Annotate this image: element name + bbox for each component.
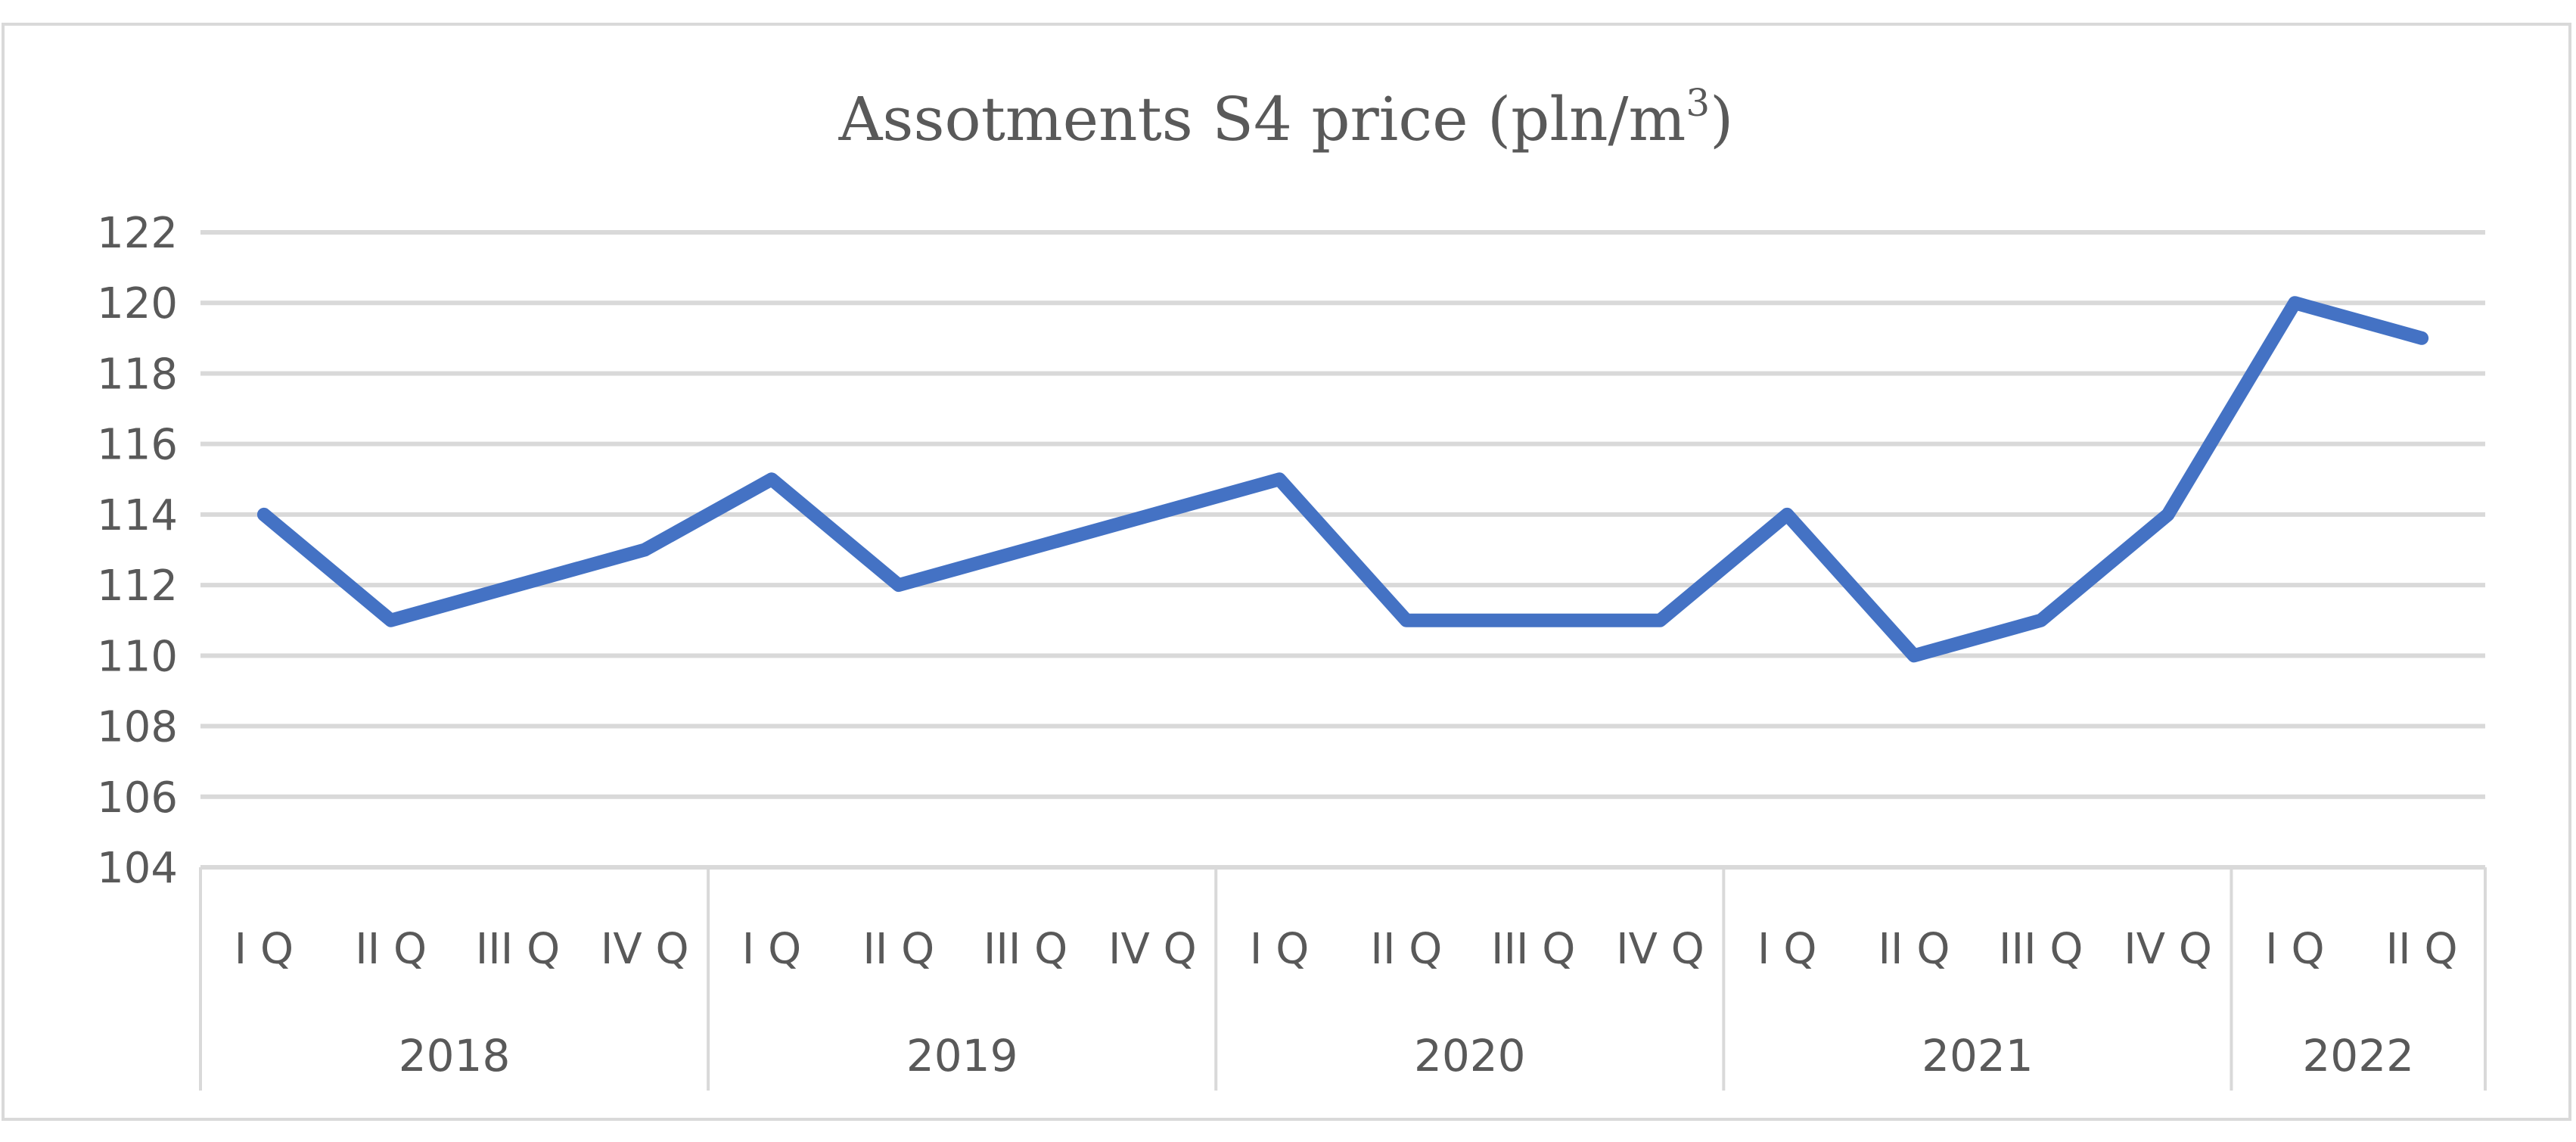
y-tick-label-114: 114 [97, 491, 178, 540]
chart-frame [2, 23, 2571, 1121]
y-tick-label-110: 110 [97, 632, 178, 681]
x-tick-label: I Q [742, 925, 801, 974]
x-tick-label: III Q [1491, 925, 1575, 974]
chart-title: Assotments S4 price (pln/m3) [838, 81, 1734, 154]
series-layer [256, 296, 2429, 663]
y-axis-ticks: 104 106 108 110 112 114 116 118 120 122 [97, 209, 178, 893]
y-tick-label-120: 120 [97, 279, 178, 328]
x-group-label-2021: 2021 [1922, 1030, 2034, 1081]
gridlines [200, 230, 2485, 870]
x-tick-label: III Q [476, 925, 560, 974]
x-tick-label: IV Q [1108, 925, 1197, 974]
x-tick-label: I Q [2265, 925, 2324, 974]
x-tick-label: II Q [1370, 925, 1442, 974]
x-tick-label: I Q [235, 925, 294, 974]
y-tick-label-122: 122 [97, 209, 178, 258]
x-tick-label: III Q [1999, 925, 2083, 974]
x-tick-label: IV Q [601, 925, 689, 974]
y-tick-label-112: 112 [97, 562, 178, 611]
x-tick-label: II Q [862, 925, 934, 974]
y-tick-label-108: 108 [97, 703, 178, 752]
x-tick-label: II Q [2386, 925, 2458, 974]
x-group-label-2019: 2019 [906, 1030, 1018, 1081]
x-tick-label: III Q [983, 925, 1067, 974]
x-group-label-2018: 2018 [399, 1030, 511, 1081]
x-tick-label: I Q [1250, 925, 1309, 974]
y-tick-label-116: 116 [97, 421, 178, 470]
x-axis: 2018 2019 2020 2021 2022 I Q II Q III Q IV Q I Q I… [199, 867, 2487, 1091]
x-tick-label: IV Q [1616, 925, 1704, 974]
x-group-label-2022: 2022 [2302, 1030, 2414, 1081]
x-tick-label: II Q [355, 925, 427, 974]
x-tick-label: I Q [1757, 925, 1816, 974]
y-tick-label-106: 106 [97, 773, 178, 823]
series-line-0 [256, 296, 2429, 663]
y-tick-label-104: 104 [97, 844, 178, 893]
x-tick-label: IV Q [2124, 925, 2212, 974]
y-tick-label-118: 118 [97, 350, 178, 399]
x-group-label-2020: 2020 [1414, 1030, 1526, 1081]
x-tick-label: II Q [1878, 925, 1950, 974]
